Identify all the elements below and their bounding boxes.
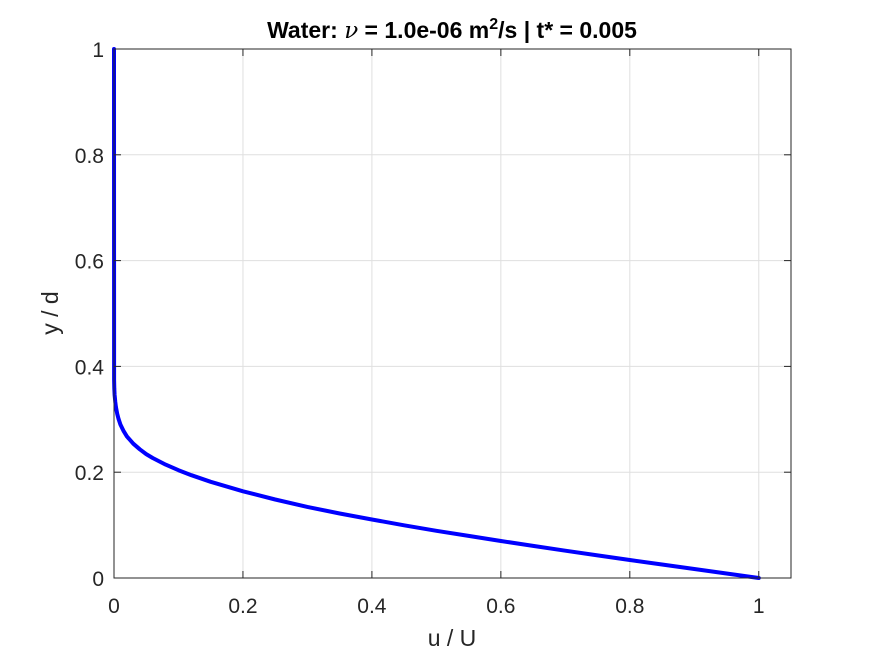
axes-box — [113, 48, 792, 579]
y-tick-label: 0.8 — [75, 145, 104, 168]
x-tick-label: 0 — [108, 595, 120, 618]
ticks — [113, 48, 791, 579]
y-tick-label: 1 — [92, 39, 104, 62]
x-axis-label: u / U — [428, 625, 477, 651]
y-tick-label: 0 — [92, 568, 104, 591]
title-middle: = 1.0e-06 m — [358, 17, 489, 43]
x-tick-label: 0.6 — [486, 595, 515, 618]
title-prefix: Water: — [267, 17, 344, 43]
series-layer — [112, 47, 761, 580]
y-axis-label: y / d — [37, 291, 63, 334]
title-suffix: /s | t* = 0.005 — [498, 17, 637, 43]
y-tick-label: 0.4 — [75, 356, 105, 379]
x-tick-label: 0.2 — [228, 595, 257, 618]
plot-area — [114, 49, 791, 578]
y-tick-label: 0.6 — [75, 251, 104, 274]
tick-labels: 0 0.2 0.4 0.6 0.8 1 0 0.2 0.4 0.6 0.8 1 — [75, 39, 765, 618]
velocity-profile-line — [112, 47, 761, 580]
y-tick-label: 0.2 — [75, 462, 104, 485]
title-nu-symbol: ν — [344, 18, 358, 44]
title-superscript: 2 — [489, 16, 498, 33]
x-tick-label: 0.8 — [615, 595, 644, 618]
x-tick-label: 0.4 — [357, 595, 387, 618]
x-tick-label: 1 — [753, 595, 765, 618]
chart-title: Water: ν = 1.0e-06 m2/s | t* = 0.005 — [267, 16, 637, 44]
